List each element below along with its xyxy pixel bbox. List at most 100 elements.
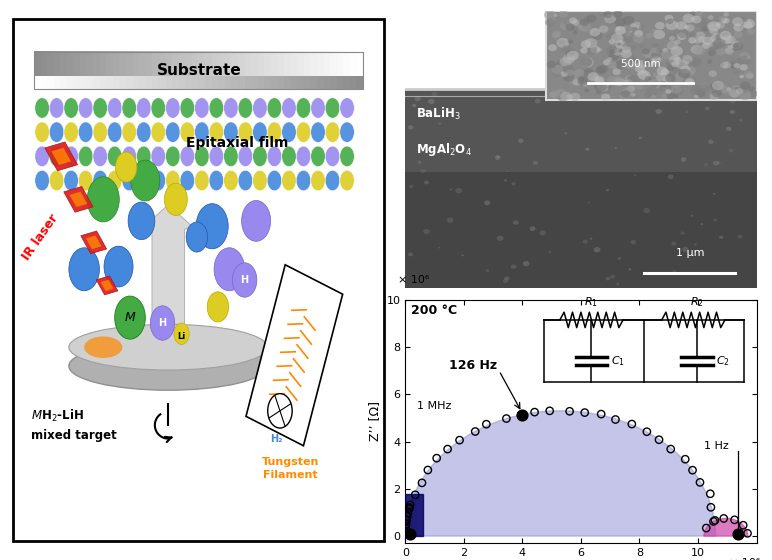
Circle shape (694, 95, 699, 99)
Circle shape (666, 41, 674, 48)
Circle shape (652, 31, 658, 35)
Circle shape (311, 170, 325, 191)
Circle shape (64, 122, 79, 142)
Circle shape (739, 119, 743, 122)
Circle shape (665, 74, 676, 82)
Circle shape (720, 62, 728, 68)
Circle shape (604, 14, 616, 24)
Circle shape (224, 122, 238, 142)
Circle shape (325, 98, 340, 118)
Circle shape (574, 69, 585, 78)
Circle shape (733, 31, 743, 38)
Point (679, 455, 692, 464)
Circle shape (733, 87, 742, 94)
Circle shape (613, 35, 625, 44)
Circle shape (609, 49, 615, 54)
Circle shape (195, 122, 209, 142)
Circle shape (699, 83, 707, 88)
Circle shape (680, 66, 690, 73)
Circle shape (615, 147, 617, 149)
Circle shape (606, 189, 609, 192)
Circle shape (583, 72, 594, 81)
Circle shape (214, 248, 245, 291)
Polygon shape (81, 231, 107, 254)
Circle shape (685, 78, 694, 85)
Circle shape (35, 146, 49, 166)
Circle shape (665, 20, 678, 30)
Circle shape (591, 31, 602, 39)
Circle shape (682, 55, 692, 63)
Circle shape (702, 43, 710, 49)
Point (516, 410, 528, 419)
Circle shape (712, 90, 722, 97)
Circle shape (408, 253, 413, 256)
Circle shape (675, 39, 681, 44)
Circle shape (268, 394, 292, 428)
Circle shape (616, 26, 621, 31)
Circle shape (637, 71, 648, 80)
Circle shape (267, 122, 282, 142)
Circle shape (567, 94, 573, 100)
Circle shape (195, 146, 209, 166)
Circle shape (581, 40, 591, 48)
Circle shape (681, 157, 686, 162)
Circle shape (180, 122, 195, 142)
Circle shape (743, 71, 753, 79)
Circle shape (667, 64, 675, 71)
Circle shape (659, 81, 667, 87)
Circle shape (547, 61, 557, 68)
Circle shape (692, 16, 702, 24)
Circle shape (728, 45, 733, 49)
Circle shape (128, 202, 155, 240)
Circle shape (709, 93, 719, 100)
Point (595, 409, 608, 418)
Circle shape (655, 49, 659, 53)
Circle shape (740, 75, 743, 78)
Circle shape (728, 91, 733, 96)
Bar (405, 172, 757, 288)
Circle shape (689, 57, 703, 67)
Circle shape (151, 306, 174, 340)
Circle shape (713, 24, 717, 27)
Circle shape (709, 43, 719, 51)
Circle shape (267, 146, 282, 166)
Circle shape (583, 68, 594, 77)
Text: BaLiH$_3$: BaLiH$_3$ (416, 106, 461, 122)
Circle shape (122, 146, 137, 166)
Circle shape (325, 122, 340, 142)
Text: 1 Hz: 1 Hz (704, 441, 729, 451)
Circle shape (511, 182, 516, 185)
Circle shape (35, 98, 49, 118)
Circle shape (672, 65, 684, 74)
Circle shape (282, 170, 296, 191)
Circle shape (666, 92, 675, 99)
Circle shape (252, 146, 267, 166)
Circle shape (631, 240, 636, 244)
Circle shape (665, 89, 672, 94)
Polygon shape (96, 276, 118, 295)
Circle shape (603, 59, 611, 66)
Circle shape (703, 37, 713, 45)
Circle shape (722, 17, 730, 24)
Circle shape (706, 22, 717, 31)
Circle shape (296, 98, 311, 118)
Point (469, 427, 482, 436)
Circle shape (137, 98, 151, 118)
Circle shape (694, 39, 701, 44)
Text: 200 °C: 200 °C (411, 304, 457, 317)
Circle shape (561, 45, 571, 53)
Circle shape (484, 200, 490, 205)
Circle shape (633, 60, 643, 68)
Circle shape (666, 59, 676, 67)
Circle shape (196, 204, 229, 249)
Circle shape (311, 122, 325, 142)
Circle shape (733, 44, 739, 48)
Circle shape (695, 31, 706, 40)
Circle shape (737, 17, 747, 25)
Circle shape (545, 18, 555, 26)
Circle shape (548, 44, 557, 51)
Circle shape (608, 62, 617, 68)
Circle shape (584, 16, 590, 20)
Circle shape (49, 122, 64, 142)
Circle shape (627, 85, 635, 92)
